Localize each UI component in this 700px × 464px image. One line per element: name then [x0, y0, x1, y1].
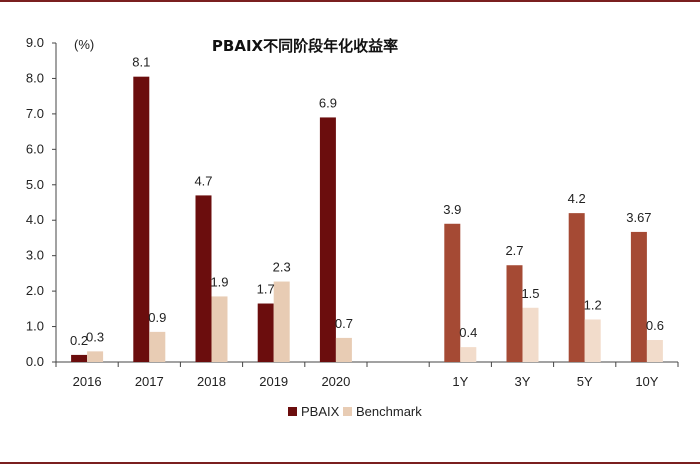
- bar-benchmark: [87, 351, 104, 362]
- data-label-pbaix: 3.67: [626, 210, 651, 225]
- x-tick-label: 2018: [197, 374, 226, 389]
- bottom-border: [0, 462, 700, 464]
- y-tick-label: 3.0: [26, 248, 44, 263]
- bar-pbaix: [506, 265, 523, 362]
- data-label-pbaix: 4.2: [568, 191, 586, 206]
- bar-pbaix: [444, 223, 461, 362]
- data-label-benchmark: 0.4: [459, 325, 477, 340]
- data-label-pbaix: 0.2: [70, 333, 88, 348]
- data-label-benchmark: 1.2: [584, 297, 602, 312]
- data-label-benchmark: 1.9: [210, 274, 228, 289]
- bar-benchmark: [646, 340, 663, 362]
- y-tick-label: 7.0: [26, 106, 44, 121]
- x-tick-label: 1Y: [452, 374, 468, 389]
- y-tick-label: 5.0: [26, 177, 44, 192]
- bar-benchmark: [522, 307, 539, 362]
- x-tick-label: 2020: [321, 374, 350, 389]
- bar-benchmark: [460, 347, 477, 362]
- bar-benchmark: [149, 331, 166, 362]
- bar-pbaix: [133, 76, 150, 362]
- bar-benchmark: [584, 319, 601, 362]
- y-tick-label: 1.0: [26, 319, 44, 334]
- data-label-benchmark: 0.7: [335, 316, 353, 331]
- bar-pbaix: [630, 231, 647, 362]
- top-border: [0, 0, 700, 2]
- x-tick-label: 2017: [135, 374, 164, 389]
- data-label-benchmark: 0.9: [148, 310, 166, 325]
- data-label-pbaix: 3.9: [443, 202, 461, 217]
- x-tick-label: 5Y: [577, 374, 593, 389]
- data-label-benchmark: 0.6: [646, 318, 664, 333]
- x-tick-label: 2016: [73, 374, 102, 389]
- bar-pbaix: [195, 195, 212, 362]
- chart-bars: [71, 76, 663, 362]
- legend-label: PBAIX: [301, 404, 340, 419]
- bar-benchmark: [211, 296, 228, 362]
- data-label-pbaix: 6.9: [319, 95, 337, 110]
- data-label-benchmark: 0.3: [86, 329, 104, 344]
- bar-pbaix: [568, 213, 585, 362]
- x-tick-label: 2019: [259, 374, 288, 389]
- y-tick-label: 4.0: [26, 212, 44, 227]
- data-label-pbaix: 2.7: [505, 243, 523, 258]
- data-label-pbaix: 1.7: [257, 282, 275, 297]
- bar-benchmark: [335, 337, 352, 362]
- y-axis-unit-label: (%): [74, 37, 94, 52]
- y-tick-label: 6.0: [26, 141, 44, 156]
- chart-axes: 0.0 1.0 2.0 3.0 4.0 5.0 6.0 7.0 8.0 9.0 2016 2017 20…: [26, 35, 679, 389]
- data-label-benchmark: 1.5: [521, 286, 539, 301]
- legend-swatch: [288, 407, 297, 416]
- y-tick-label: 8.0: [26, 70, 44, 85]
- chart-title: PBAIX不同阶段年化收益率: [212, 37, 398, 55]
- data-label-pbaix: 4.7: [194, 173, 212, 188]
- x-tick-label: 10Y: [635, 374, 658, 389]
- bar-benchmark: [273, 281, 290, 362]
- data-label-pbaix: 8.1: [132, 55, 150, 70]
- y-tick-label: 9.0: [26, 35, 44, 50]
- y-tick-label: 2.0: [26, 283, 44, 298]
- bar-pbaix: [71, 354, 88, 362]
- bar-pbaix: [319, 117, 336, 362]
- chart-legend: PBAIX Benchmark: [288, 404, 422, 419]
- data-label-benchmark: 2.3: [273, 260, 291, 275]
- bar-pbaix: [257, 303, 274, 362]
- chart-data-labels: 0.20.3 8.1 0.9 4.7 1.9 1.7 2.3 6.9 0.7 3.9 0.4 2.7 1…: [70, 55, 664, 348]
- legend-swatch: [343, 407, 352, 416]
- y-tick-label: 0.0: [26, 354, 44, 369]
- x-tick-label: 3Y: [515, 374, 531, 389]
- legend-label: Benchmark: [356, 404, 422, 419]
